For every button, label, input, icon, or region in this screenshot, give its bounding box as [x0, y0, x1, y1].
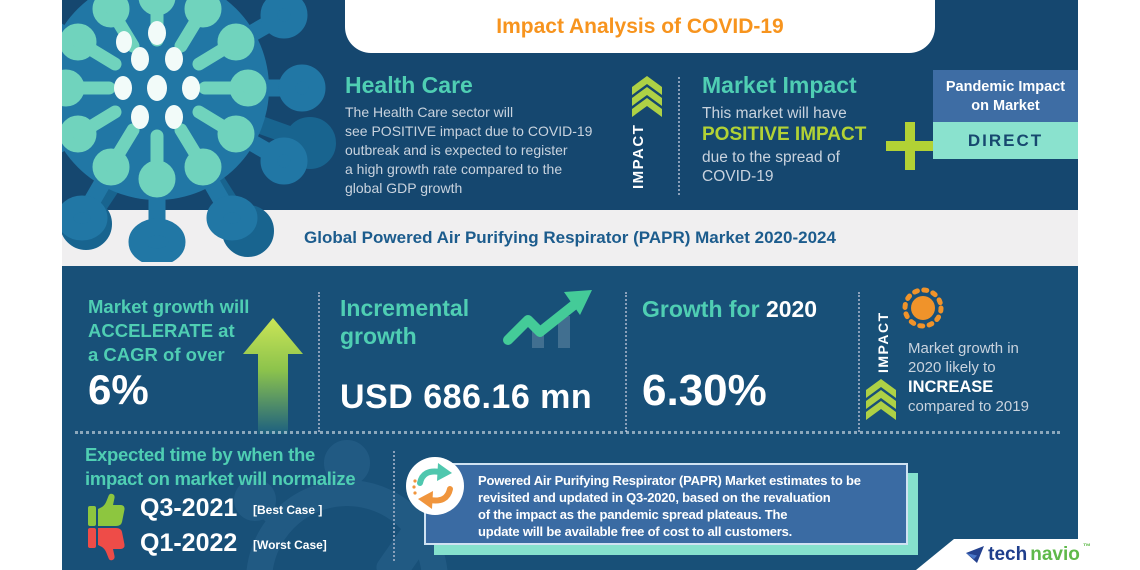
impact-vertical-label: IMPACT	[875, 311, 891, 373]
impact-2020-line: 2020 likely to	[908, 359, 996, 376]
header-banner: Impact Analysis of COVID-19	[345, 0, 935, 53]
incremental-growth-heading: Incremental	[340, 295, 470, 321]
incremental-growth-heading: growth	[340, 323, 417, 349]
health-care-text-line: global GDP growth	[345, 180, 463, 196]
market-band-title: Global Powered Air Purifying Respirator …	[304, 228, 836, 247]
market-impact-heading: Market Impact	[702, 72, 857, 98]
cagr-line: Market growth will	[88, 296, 250, 317]
covid-virus-icon	[902, 287, 944, 329]
plus-icon	[886, 122, 934, 170]
trademark-symbol: ™	[1082, 542, 1091, 551]
impact-vertical-label: IMPACT	[630, 123, 647, 189]
refresh-icon	[406, 457, 464, 515]
note-box: Powered Air Purifying Respirator (PAPR) …	[424, 463, 908, 545]
cagr-line: ACCELERATE at	[88, 320, 235, 341]
worst-case-label: [Worst Case]	[253, 538, 327, 552]
pandemic-box-title: Pandemic Impact on Market	[933, 70, 1078, 122]
impact-2020-line: Market growth in	[908, 340, 1019, 357]
page-title: Impact Analysis of COVID-19	[496, 15, 784, 38]
brand-name-tech: tech	[988, 543, 1028, 565]
column-divider	[858, 292, 860, 432]
growth-2020-value: 6.30%	[642, 366, 767, 415]
note-line: Powered Air Purifying Respirator (PAPR) …	[478, 473, 861, 488]
health-care-text-line: see POSITIVE impact due to COVID-19	[345, 123, 593, 139]
normalize-heading: impact on market will normalize	[85, 468, 356, 489]
technavio-logo: tech navio ™	[916, 539, 1140, 570]
worst-case-value: Q1-2022	[140, 529, 238, 557]
column-divider	[393, 451, 395, 561]
column-divider	[625, 292, 627, 432]
technavio-logo-icon	[966, 545, 985, 563]
note-line: of the impact as the pandemic spread pla…	[478, 507, 788, 522]
pandemic-impact-box: Pandemic Impact on Market DIRECT	[933, 70, 1078, 159]
thumbs-up-icon	[88, 493, 125, 526]
background-virus-silhouette	[234, 440, 460, 570]
increase-highlight: INCREASE	[908, 378, 994, 396]
row-divider	[75, 431, 1060, 434]
column-divider	[678, 77, 680, 195]
thumbs-down-icon	[88, 528, 125, 561]
positive-impact-highlight: POSITIVE IMPACT	[702, 124, 867, 145]
chevrons-up-icon	[866, 379, 896, 420]
health-care-heading: Health Care	[345, 72, 473, 98]
trend-arrow-icon	[503, 290, 592, 348]
note-line: update will be available free of cost to…	[478, 524, 793, 539]
impact-2020-line: compared to 2019	[908, 398, 1029, 415]
coronavirus-illustration	[62, 0, 336, 262]
best-case-label: [Best Case ]	[253, 503, 323, 517]
health-care-text-line: The Health Care sector will	[345, 104, 514, 120]
normalize-heading: Expected time by when the	[85, 444, 315, 465]
growth-up-arrow-icon	[243, 318, 303, 434]
cagr-line: a CAGR of over	[88, 344, 225, 365]
brand-name-navio: navio	[1030, 543, 1080, 565]
best-case-value: Q3-2021	[140, 494, 238, 522]
cagr-value: 6%	[88, 366, 149, 413]
market-impact-line: This market will have	[702, 105, 847, 122]
market-impact-line: due to the spread of	[702, 149, 840, 166]
column-divider	[318, 292, 320, 432]
market-impact-line: COVID-19	[702, 168, 774, 185]
chevrons-up-icon	[632, 76, 662, 117]
note-line: revisited and updated in Q3-2020, based …	[478, 490, 831, 505]
health-care-text-line: a high growth rate compared to the	[345, 161, 563, 177]
health-care-text-line: outbreak and is expected to register	[345, 142, 568, 158]
direct-badge: DIRECT	[933, 122, 1078, 159]
incremental-growth-value: USD 686.16 mn	[340, 378, 593, 416]
growth-2020-heading: Growth for 2020	[642, 296, 818, 322]
